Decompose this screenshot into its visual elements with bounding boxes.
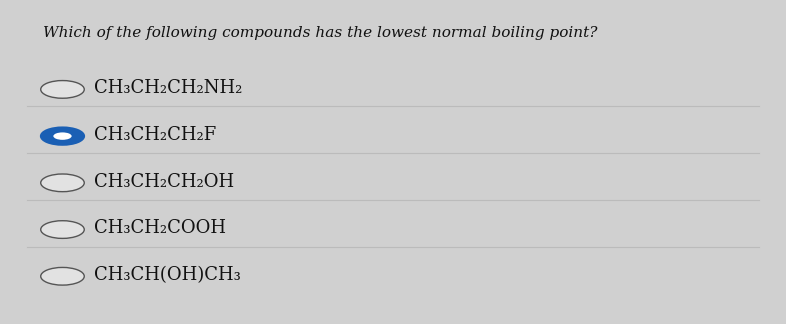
Text: CH₃CH₂CH₂NH₂: CH₃CH₂CH₂NH₂ (94, 79, 242, 97)
Circle shape (53, 133, 72, 140)
Circle shape (41, 174, 84, 192)
Circle shape (41, 267, 84, 285)
Text: Which of the following compounds has the lowest normal boiling point?: Which of the following compounds has the… (43, 26, 597, 40)
Text: CH₃CH₂CH₂F: CH₃CH₂CH₂F (94, 126, 216, 144)
Circle shape (41, 127, 84, 145)
Text: CH₃CH(OH)CH₃: CH₃CH(OH)CH₃ (94, 266, 241, 284)
Circle shape (41, 221, 84, 238)
Circle shape (41, 81, 84, 98)
Text: CH₃CH₂COOH: CH₃CH₂COOH (94, 219, 226, 237)
Text: CH₃CH₂CH₂OH: CH₃CH₂CH₂OH (94, 173, 233, 191)
